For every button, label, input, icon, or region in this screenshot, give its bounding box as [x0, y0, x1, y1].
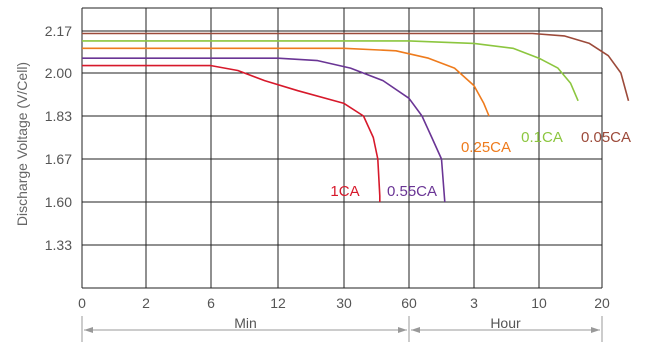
x-tick-label: 30: [336, 295, 352, 311]
x-tick-label: 6: [207, 295, 215, 311]
arrow-head-left: [411, 327, 420, 333]
y-tick-label: 2.00: [45, 65, 72, 81]
x-tick-label: 12: [270, 295, 286, 311]
series-label: 0.25CA: [461, 139, 511, 156]
x-tick-label: 2: [142, 295, 150, 311]
y-axis-label: Discharge Voltage (V/Cell): [14, 62, 30, 226]
x-segment-min: Min: [84, 315, 407, 333]
y-tick-label: 2.17: [45, 23, 72, 39]
segment-label: Hour: [490, 315, 521, 331]
series-line-1CA: [82, 64, 381, 202]
y-axis-ticks: 2.17 2.00 1.83 1.67 1.60 1.33: [45, 23, 72, 253]
series: [82, 32, 630, 203]
series-line-0_05CA: [82, 32, 630, 102]
arrow-head-right: [591, 327, 600, 333]
x-axis-ticks: 0 2 6 12 30 60 3 10 20: [78, 295, 610, 311]
series-line-0_1CA: [82, 40, 579, 102]
x-tick-label: 0: [78, 295, 86, 311]
arrow-head-left: [84, 327, 93, 333]
series-label: 0.55CA: [387, 183, 437, 200]
x-tick-label: 3: [470, 295, 478, 311]
y-tick-label: 1.60: [45, 194, 72, 210]
x-axis-segments: Min Hour: [81, 315, 603, 342]
series-label: 0.1CA: [521, 129, 563, 146]
series-line-0_55CA: [82, 57, 446, 203]
series-label: 1CA: [330, 183, 359, 200]
series-line-0_25CA: [82, 47, 490, 117]
x-tick-label: 20: [594, 295, 610, 311]
y-tick-label: 1.33: [45, 237, 72, 253]
segment-label: Min: [234, 315, 257, 331]
y-tick-label: 1.83: [45, 108, 72, 124]
x-tick-label: 10: [531, 295, 547, 311]
series-labels: 1CA 0.55CA 0.25CA 0.1CA 0.05CA: [330, 129, 631, 200]
y-tick-label: 1.67: [45, 151, 72, 167]
grid: [81, 7, 603, 289]
series-label: 0.05CA: [581, 129, 631, 146]
x-segment-hour: Hour: [411, 315, 600, 333]
x-tick-label: 60: [401, 295, 417, 311]
arrow-head-right: [398, 327, 407, 333]
